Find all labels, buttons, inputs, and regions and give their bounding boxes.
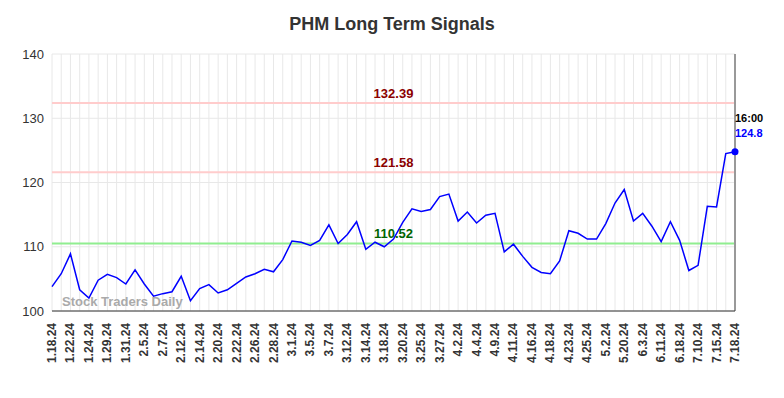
svg-text:3.14.24: 3.14.24 [359, 323, 373, 363]
svg-text:2.20.24: 2.20.24 [211, 323, 225, 363]
svg-text:4.23.24: 4.23.24 [562, 323, 576, 363]
svg-text:2.28.24: 2.28.24 [267, 323, 281, 363]
svg-text:6.3.24: 6.3.24 [636, 323, 650, 357]
svg-text:5.20.24: 5.20.24 [617, 323, 631, 363]
svg-text:4.4.24: 4.4.24 [470, 323, 484, 357]
svg-text:1.31.24: 1.31.24 [119, 323, 133, 363]
svg-text:100: 100 [22, 304, 44, 319]
svg-text:124.8: 124.8 [735, 127, 763, 139]
svg-text:3.12.24: 3.12.24 [340, 323, 354, 363]
svg-text:7.15.24: 7.15.24 [710, 323, 724, 363]
svg-text:121.58: 121.58 [374, 155, 414, 170]
svg-text:1.24.24: 1.24.24 [82, 323, 96, 363]
svg-text:4.18.24: 4.18.24 [543, 323, 557, 363]
svg-text:16:00: 16:00 [735, 112, 763, 124]
svg-text:1.29.24: 1.29.24 [100, 323, 114, 363]
svg-text:1.22.24: 1.22.24 [63, 323, 77, 363]
svg-text:7.10.24: 7.10.24 [691, 323, 705, 363]
svg-text:3.7.24: 3.7.24 [322, 323, 336, 357]
svg-text:132.39: 132.39 [374, 86, 414, 101]
svg-text:6.18.24: 6.18.24 [673, 323, 687, 363]
html-text:Stock Traders Daily: Stock Traders Daily [62, 294, 183, 309]
svg-text:4.16.24: 4.16.24 [525, 323, 539, 363]
svg-text:3.20.24: 3.20.24 [396, 323, 410, 363]
svg-text:2.5.24: 2.5.24 [137, 323, 151, 357]
svg-text:3.27.24: 3.27.24 [433, 323, 447, 363]
svg-text:4.9.24: 4.9.24 [488, 323, 502, 357]
svg-text:7.18.24: 7.18.24 [728, 323, 742, 363]
svg-text:3.1.24: 3.1.24 [285, 323, 299, 357]
svg-text:5.2.24: 5.2.24 [599, 323, 613, 357]
svg-text:4.25.24: 4.25.24 [580, 323, 594, 363]
svg-text:2.14.24: 2.14.24 [193, 323, 207, 363]
svg-text:1.18.24: 1.18.24 [45, 323, 59, 363]
svg-text:140: 140 [22, 47, 44, 62]
svg-text:110: 110 [23, 239, 44, 254]
svg-text:2.12.24: 2.12.24 [174, 323, 188, 363]
svg-text:4.11.24: 4.11.24 [506, 323, 520, 363]
svg-text:130: 130 [22, 111, 44, 126]
svg-text:120: 120 [22, 175, 44, 190]
svg-text:2.26.24: 2.26.24 [248, 323, 262, 363]
svg-text:4.2.24: 4.2.24 [451, 323, 465, 357]
svg-text:6.11.24: 6.11.24 [654, 323, 668, 363]
svg-text:3.25.24: 3.25.24 [414, 323, 428, 363]
svg-text:3.18.24: 3.18.24 [377, 323, 391, 363]
html-text:PHM Long Term Signals: PHM Long Term Signals [289, 14, 495, 34]
svg-text:2.22.24: 2.22.24 [230, 323, 244, 363]
svg-text:2.7.24: 2.7.24 [156, 323, 170, 357]
svg-text:3.5.24: 3.5.24 [303, 323, 317, 357]
svg-text:110.52: 110.52 [374, 226, 413, 241]
